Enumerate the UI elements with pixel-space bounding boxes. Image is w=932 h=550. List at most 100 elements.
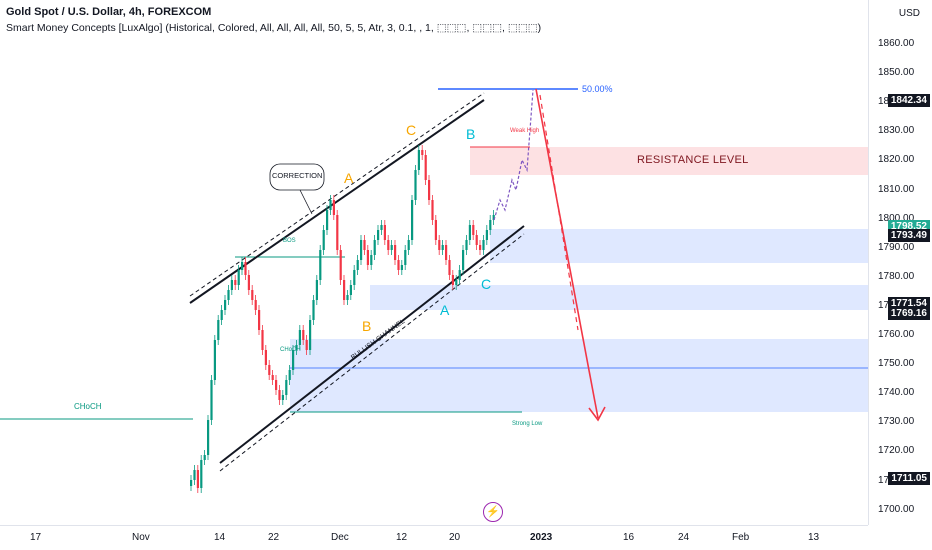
price-tick: 1820.00 [878, 154, 915, 166]
candle-body [220, 310, 223, 320]
price-tick: 1720.00 [878, 445, 915, 457]
candle-body [254, 300, 257, 310]
candle-body [322, 230, 325, 250]
candle-body [370, 255, 373, 265]
candle-body [468, 225, 471, 240]
candle-body [397, 260, 400, 270]
candle-body [224, 300, 227, 310]
candle-body [241, 262, 244, 270]
price-tick: 1700.00 [878, 503, 915, 515]
price-tick: 1830.00 [878, 125, 915, 137]
price-tick: 1730.00 [878, 416, 915, 428]
price-tag: 1842.34 [887, 94, 930, 107]
candle-body [227, 290, 230, 300]
candle-body [407, 240, 410, 250]
wave-a-orange: A [344, 170, 354, 186]
candle-body [417, 150, 420, 170]
channel-lower-line [219, 225, 525, 464]
forecast-arrow-line [535, 88, 599, 419]
candle-body [237, 270, 240, 285]
correction-callout [269, 163, 325, 191]
candle-body [485, 230, 488, 240]
lightning-icon[interactable]: ⚡ [483, 502, 503, 522]
candle-body [264, 350, 267, 365]
candle-body [377, 230, 380, 240]
price-tick: 1780.00 [878, 270, 915, 282]
candle-body [349, 285, 352, 295]
candle-body [489, 220, 492, 230]
resistance-label: RESISTANCE LEVEL [637, 154, 749, 166]
candle-body [373, 240, 376, 255]
candle-body [315, 280, 318, 300]
time-tick: Nov [132, 532, 150, 543]
candle-body [462, 250, 465, 270]
candle-body [288, 370, 291, 380]
time-tick: 20 [449, 532, 461, 543]
time-tick: 22 [268, 532, 280, 543]
correction-label: CORRECTION [272, 171, 323, 180]
candle-body [261, 330, 264, 350]
candle-body [295, 345, 298, 350]
time-tick: 2023 [530, 532, 553, 543]
candle-body [465, 240, 468, 250]
time-tick: 14 [214, 532, 226, 543]
candle-body [230, 280, 233, 290]
candle-body [400, 265, 403, 270]
candle-body [451, 275, 454, 285]
strong-low-label: Strong Low [512, 421, 543, 427]
candle-body [298, 330, 301, 345]
candle-body [281, 395, 284, 400]
forecast-dashed-line [539, 94, 579, 331]
candle-body [319, 250, 322, 280]
price-tag: 1793.49 [887, 229, 930, 242]
wave-a-teal: A [440, 302, 450, 318]
candle-body [251, 290, 254, 300]
candle-body [329, 200, 332, 210]
chart-title: Gold Spot / U.S. Dollar, 4h, FOREXCOM [6, 6, 212, 18]
candle-body [380, 225, 383, 230]
candle-body [428, 180, 431, 200]
candle-body [383, 225, 386, 240]
weak-high-label: Weak High [510, 128, 540, 134]
choch-label: CHoCH [280, 347, 301, 353]
candle-body [305, 340, 308, 350]
candle-body [336, 215, 339, 250]
channel-upper-line [189, 99, 485, 304]
candle-body [193, 470, 196, 480]
candle-body [213, 340, 216, 380]
price-tag: 1771.54 [887, 297, 930, 310]
candle-body [234, 280, 237, 285]
time-tick: 24 [678, 532, 690, 543]
candle-body [387, 240, 390, 250]
price-tick: 1810.00 [878, 183, 915, 195]
wave-b-orange: B [362, 318, 372, 334]
time-tick: Dec [331, 532, 349, 543]
time-tick: Feb [732, 532, 750, 543]
candle-body [475, 235, 478, 245]
candle-body [268, 365, 271, 375]
candle-body [445, 245, 448, 260]
candle-body [339, 250, 342, 280]
candle-body [200, 460, 203, 488]
indicator-legend[interactable]: Smart Money Concepts [LuxAlgo] (Historic… [6, 22, 542, 34]
candle-body [343, 280, 346, 300]
candle-body [434, 220, 437, 240]
price-tag: 1769.16 [887, 307, 930, 320]
candle-body [366, 250, 369, 265]
candle-body [278, 390, 281, 400]
candle-body [404, 250, 407, 265]
candle-body [458, 270, 461, 280]
price-tick: 1750.00 [878, 358, 915, 370]
price-tick: 1860.00 [878, 38, 915, 49]
projection-path [493, 89, 534, 221]
candle-body [431, 200, 434, 220]
time-axis-divider [0, 525, 868, 526]
price-tick: 1850.00 [878, 67, 915, 79]
candle-body [411, 200, 414, 240]
candle-body [363, 240, 366, 250]
demand-zone-3 [290, 339, 868, 412]
candle-body [203, 455, 206, 460]
candle-body [472, 225, 475, 235]
candle-body [292, 350, 295, 370]
